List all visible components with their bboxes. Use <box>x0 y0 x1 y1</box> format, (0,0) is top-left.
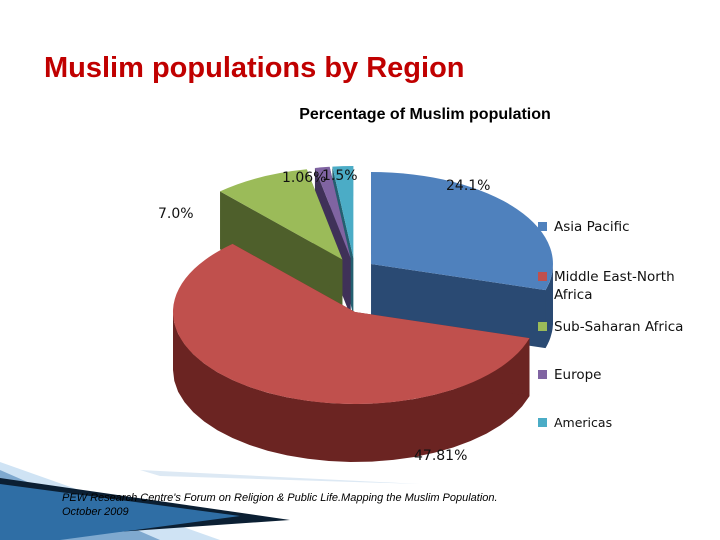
data-label-middle-east-north-africa: 47.81% <box>414 448 467 464</box>
legend-item-asia-pacific: Asia Pacific <box>538 218 630 236</box>
slice-side-asia-pacific <box>545 264 553 349</box>
legend-label: Americas <box>554 415 613 430</box>
slice-middle-east-north-africa <box>172 243 530 404</box>
legend-label: Middle East-North Africa <box>554 269 675 303</box>
legend-item-americas: Americas <box>538 414 612 432</box>
legend-label: Europe <box>554 367 602 383</box>
slice-sub-saharan-africa <box>220 169 343 260</box>
legend-swatch <box>538 272 547 281</box>
data-label-americas: 1.5% <box>322 168 358 184</box>
legend-item-middle-east-north-africa: Middle East-North Africa <box>538 268 708 304</box>
legend-swatch <box>538 370 547 379</box>
legend-swatch <box>538 222 547 231</box>
decoration-wedge-blue <box>0 484 240 540</box>
slice-asia-pacific <box>371 172 553 291</box>
slide-decoration <box>0 462 420 540</box>
source-note: PEW Research Centre's Forum on Religion … <box>62 492 498 518</box>
data-label-asia-pacific: 24.1% <box>446 178 490 194</box>
legend-swatch <box>538 418 547 427</box>
legend-label: Sub-Saharan Africa <box>554 319 684 335</box>
chart-title: Percentage of Muslim population <box>299 106 551 123</box>
slice-side-middle-east-north-africa <box>173 312 530 462</box>
legend-swatch <box>538 322 547 331</box>
decoration-wedge-fade <box>140 470 420 484</box>
legend-item-sub-saharan-africa: Sub-Saharan Africa <box>538 318 683 336</box>
slice-europe <box>314 166 351 259</box>
slice-face-sub-saharan-africa-0 <box>220 191 343 318</box>
slice-americas <box>332 165 354 259</box>
slide-title: Muslim populations by Region <box>44 52 465 84</box>
legend-label: Asia Pacific <box>554 219 630 235</box>
legend-item-europe: Europe <box>538 366 601 384</box>
data-label-europe: 1.06% <box>282 170 326 186</box>
data-label-sub-saharan-africa: 7.0% <box>158 206 194 222</box>
